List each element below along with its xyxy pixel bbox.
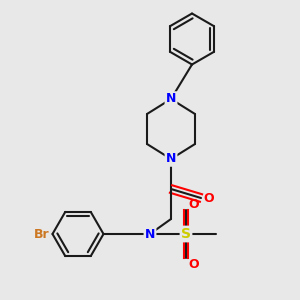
Text: O: O: [203, 191, 214, 205]
Text: S: S: [181, 227, 191, 241]
Text: Br: Br: [34, 227, 50, 241]
Text: N: N: [145, 227, 155, 241]
Text: N: N: [166, 92, 176, 106]
Text: O: O: [188, 197, 199, 211]
Text: N: N: [166, 152, 176, 166]
Text: O: O: [188, 257, 199, 271]
